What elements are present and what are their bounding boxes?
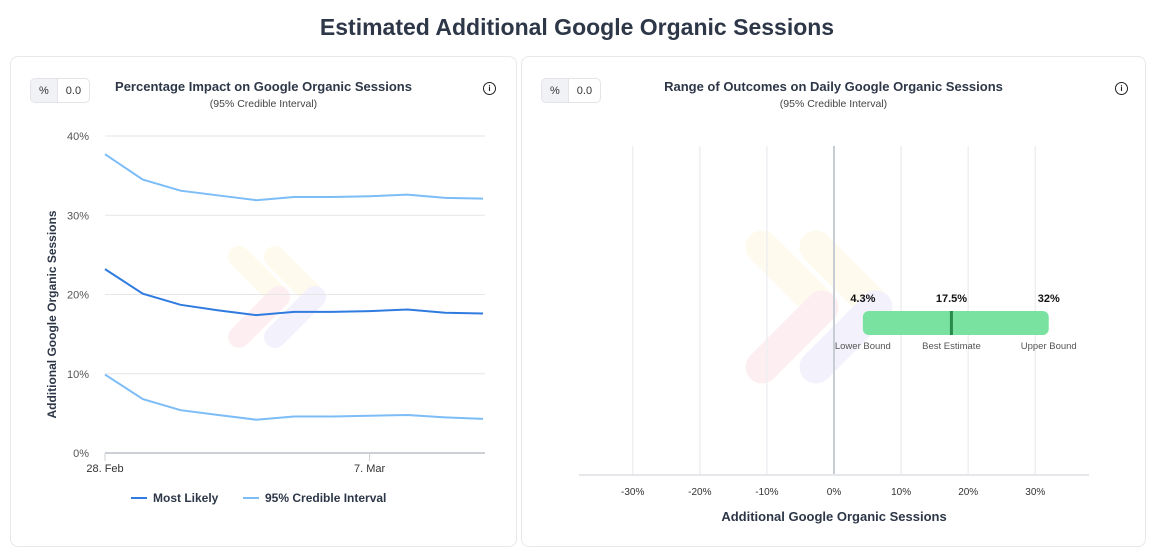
info-circle-icon[interactable]: i bbox=[483, 82, 496, 95]
x-tick-label: 30% bbox=[1025, 487, 1045, 498]
x-tick-label: 10% bbox=[891, 487, 911, 498]
percent-unit-button[interactable]: % bbox=[31, 79, 58, 102]
x-tick-label: 0% bbox=[827, 487, 842, 498]
lower-value-label: 4.3% bbox=[850, 293, 875, 305]
range-chart: -30% -20% -10% 0% 10% 20% 30% Additional Google… bbox=[579, 146, 1089, 524]
unit-toggle[interactable]: % 0.0 bbox=[541, 78, 602, 103]
y-tick-label: 30% bbox=[67, 210, 89, 222]
chart-title: Percentage Impact on Google Organic Sess… bbox=[115, 79, 412, 94]
y-tick-label: 10% bbox=[67, 369, 89, 381]
y-axis-label: Additional Google Organic Sessions bbox=[45, 210, 59, 418]
y-tick-label: 40% bbox=[67, 131, 89, 143]
percent-unit-button[interactable]: % bbox=[542, 79, 569, 102]
lower-caption: Lower Bound bbox=[835, 341, 891, 352]
best-estimate-marker bbox=[949, 311, 953, 335]
percentage-impact-card: % 0.0 Percentage Impact on Google Organi… bbox=[10, 56, 517, 547]
x-tick-label: -10% bbox=[755, 487, 778, 498]
upper-caption: Upper Bound bbox=[1021, 341, 1077, 352]
x-tick-label: 28. Feb bbox=[86, 463, 123, 475]
legend-item: Most Likely bbox=[153, 491, 219, 505]
x-tick-label: -30% bbox=[621, 487, 644, 498]
chart-title: Range of Outcomes on Daily Google Organi… bbox=[664, 79, 1003, 94]
series-credible-interval-line bbox=[104, 373, 484, 421]
line-chart: 0% 10% 20% 30% 40% 28. Feb 7. Mar Additional Go… bbox=[45, 131, 485, 505]
value-field[interactable]: 0.0 bbox=[65, 84, 82, 97]
series-most-likely-line bbox=[104, 268, 484, 317]
series-credible-interval-line bbox=[104, 153, 484, 202]
range-outcomes-card: % 0.0 Range of Outcomes on Daily Google … bbox=[521, 56, 1146, 547]
y-tick-label: 20% bbox=[67, 290, 89, 302]
chart-subtitle: (95% Credible Interval) bbox=[779, 98, 888, 110]
upper-value-label: 32% bbox=[1038, 293, 1060, 305]
y-tick-label: 0% bbox=[73, 448, 89, 460]
x-axis-label: Additional Google Organic Sessions bbox=[721, 509, 946, 524]
credible-interval-bar bbox=[862, 311, 1049, 335]
x-tick-label: 7. Mar bbox=[354, 463, 386, 475]
best-value-label: 17.5% bbox=[936, 293, 967, 305]
x-tick-label: -20% bbox=[688, 487, 711, 498]
unit-toggle[interactable]: % 0.0 bbox=[30, 78, 91, 103]
info-circle-icon[interactable]: i bbox=[1115, 82, 1128, 95]
best-caption: Best Estimate bbox=[922, 341, 981, 352]
legend-item: 95% Credible Interval bbox=[265, 491, 386, 505]
page-title: Estimated Additional Google Organic Sess… bbox=[319, 14, 835, 40]
chart-subtitle: (95% Credible Interval) bbox=[209, 98, 318, 110]
watermark-logo bbox=[745, 230, 893, 384]
value-field[interactable]: 0.0 bbox=[576, 84, 593, 97]
watermark-logo bbox=[228, 246, 326, 348]
x-tick-label: 20% bbox=[958, 487, 978, 498]
